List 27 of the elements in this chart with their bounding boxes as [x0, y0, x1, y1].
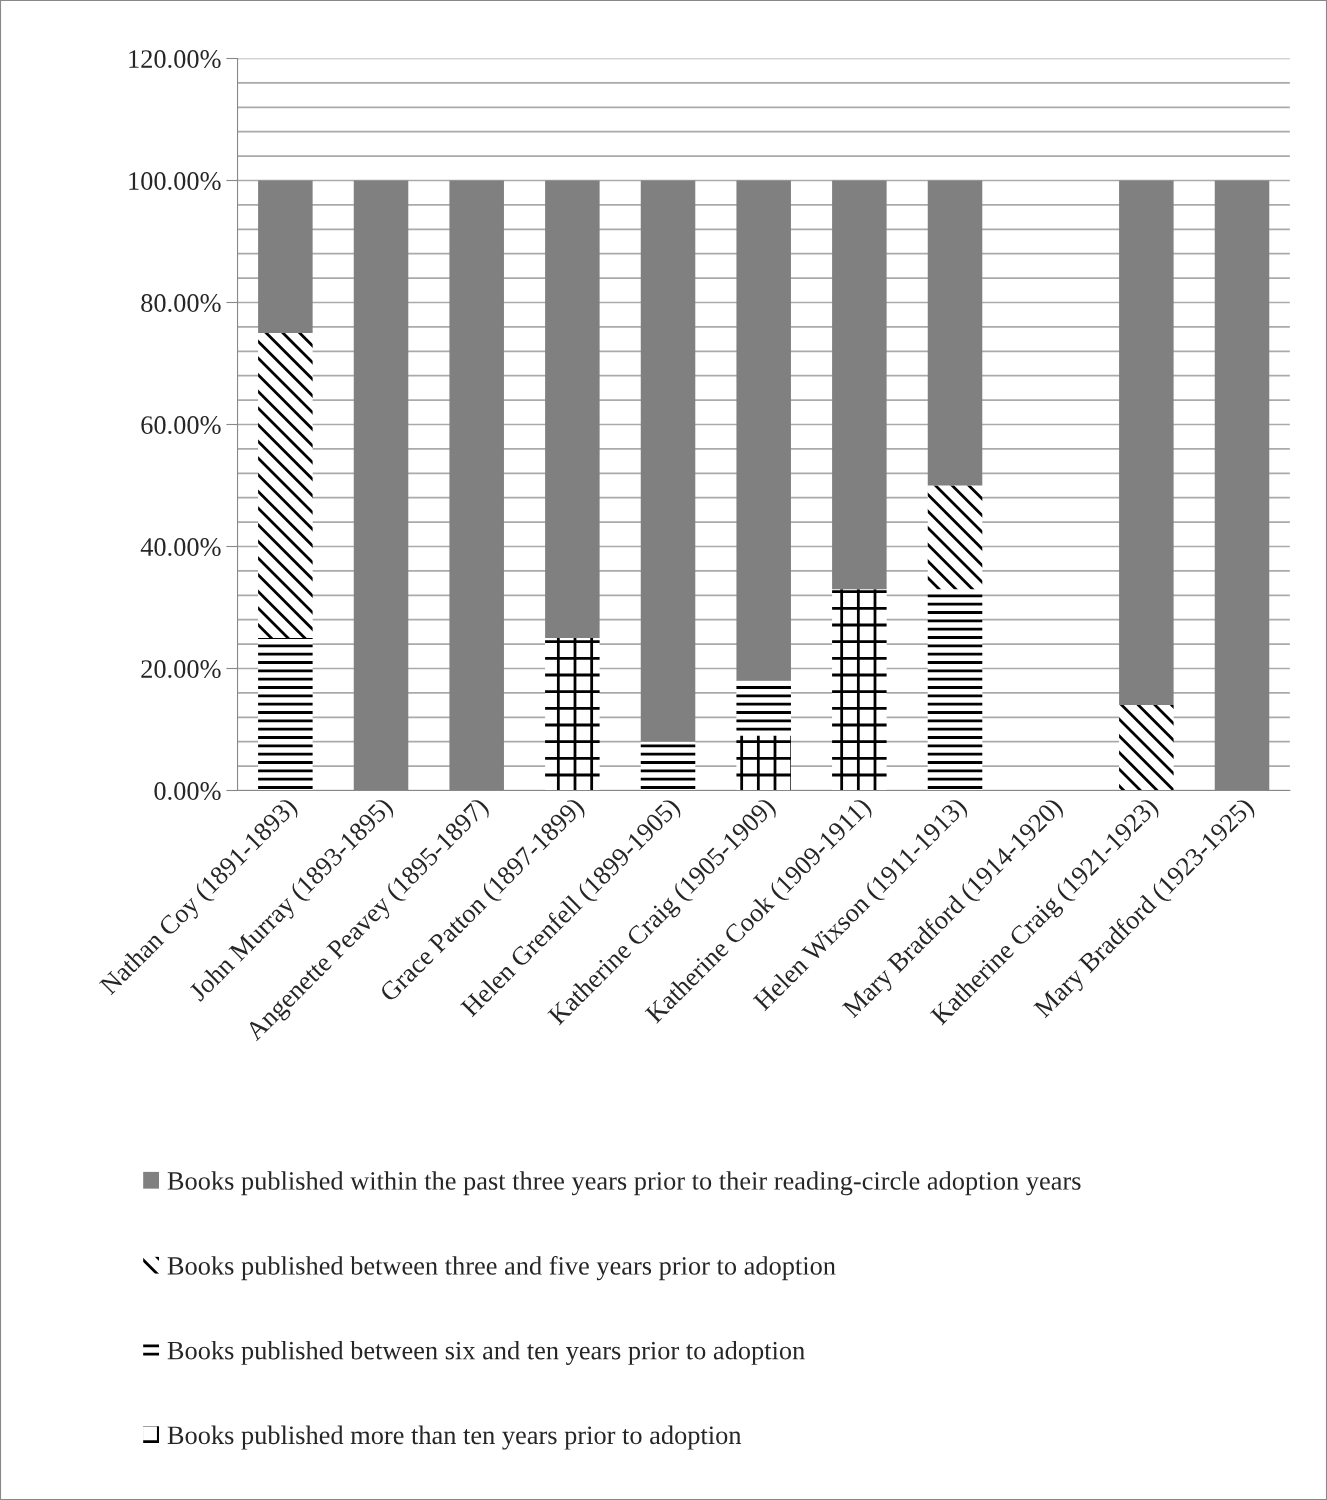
bar	[258, 638, 313, 791]
y-tick-label: 120.00%	[129, 50, 221, 69]
bar	[736, 735, 791, 791]
bar	[640, 741, 696, 791]
y-tick-label: 40.00%	[140, 538, 221, 557]
bar	[258, 180, 313, 333]
y-tick-label: 100.00%	[129, 172, 221, 191]
legend-label: Books published more than ten years prior to adoption	[167, 1425, 742, 1450]
bar	[640, 180, 696, 742]
bar	[258, 333, 313, 638]
y-tick-label: 0.00%	[154, 782, 221, 801]
bar	[736, 680, 791, 736]
y-tick-label: 60.00%	[141, 416, 221, 435]
bar	[832, 589, 887, 791]
bar	[1119, 180, 1174, 706]
legend-label: Books published between six and ten years prior to adoption	[167, 1340, 805, 1365]
bar	[545, 638, 600, 791]
bar	[927, 485, 983, 590]
y-tick-label: 80.00%	[141, 294, 221, 313]
bar	[832, 180, 887, 590]
bar	[736, 180, 791, 681]
legend-label: Books published between three and five years prior to adoption	[167, 1255, 836, 1281]
legend-label: Books published within the past three years prior to their reading-circle adoption years	[167, 1171, 1081, 1196]
bar	[545, 180, 600, 638]
bar	[927, 180, 983, 486]
bar	[1119, 705, 1174, 791]
y-tick-label: 20.00%	[141, 660, 221, 679]
